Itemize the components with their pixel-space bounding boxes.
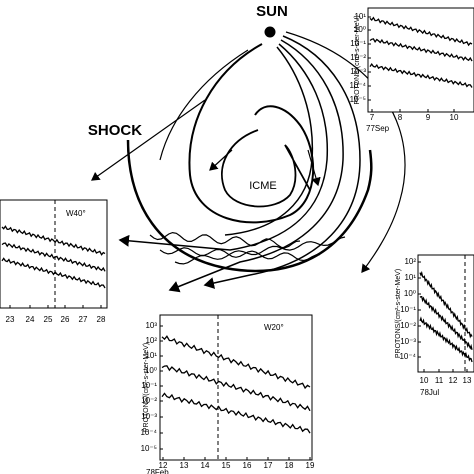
y-tick-label: 10¹ xyxy=(145,351,157,360)
x-tick-label: 24 xyxy=(26,315,35,324)
flux-curve xyxy=(419,316,473,363)
x-tick-label: 18 xyxy=(285,461,294,470)
y-tick-label: 10³ xyxy=(145,321,157,330)
x-tick-label: 16 xyxy=(243,461,252,470)
x-tick-label: 25 xyxy=(44,315,53,324)
y-tick-label: 10⁻² xyxy=(141,396,157,405)
y-tick-label: 10¹ xyxy=(354,12,366,21)
sun-label: SUN xyxy=(256,3,288,20)
icme-loop xyxy=(221,129,311,208)
y-tick-label: 10⁻¹ xyxy=(400,305,416,314)
y-tick-label: 10⁻⁴ xyxy=(349,81,366,90)
flux-curve xyxy=(161,335,311,390)
panel: 10² 10¹ 10⁰ 10⁻¹ 10⁻² 10⁻³ 10⁻⁴ 10 11 12 13 PROTONS… xyxy=(395,254,474,397)
flux-curve xyxy=(1,257,106,289)
x-tick-label: 12 xyxy=(449,376,458,385)
panel-frame xyxy=(159,314,313,461)
field-line xyxy=(168,39,344,293)
panel: 10³ 10² 10¹ 10⁰ 10⁻¹ 10⁻² 10⁻³ 10⁻⁴ 10⁻⁵12 13 14 15… xyxy=(140,314,315,474)
flux-curve xyxy=(419,295,473,350)
date-label: 78Feb xyxy=(146,468,169,474)
y-tick-label: 10⁻⁵ xyxy=(350,95,366,104)
turbulence xyxy=(149,231,346,265)
x-tick-label: 14 xyxy=(201,461,210,470)
x-tick-label: 23 xyxy=(6,315,15,324)
x-tick-label: 28 xyxy=(97,315,106,324)
flux-curve xyxy=(419,270,473,339)
y-tick-label: 10⁻⁵ xyxy=(141,444,157,453)
y-tick-label: 10⁻³ xyxy=(141,412,157,421)
date-label: 77Sep xyxy=(366,124,390,133)
flux-curve xyxy=(161,392,311,434)
x-tick-label: 12 xyxy=(159,461,168,470)
x-tick-label: 19 xyxy=(306,461,315,470)
shock-label: SHOCK xyxy=(88,122,142,139)
x-tick-label: 13 xyxy=(180,461,189,470)
y-tick-label: 10⁻¹ xyxy=(350,39,366,48)
panel-frame xyxy=(0,199,108,309)
flux-curve xyxy=(369,16,473,47)
icme-loop xyxy=(188,43,315,224)
y-axis-label: PROTONS/(cm²-s-ster-MeV) xyxy=(354,15,361,104)
y-tick-label: 10⁻¹ xyxy=(141,381,157,390)
x-tick-label: 11 xyxy=(435,376,444,385)
y-tick-label: 10⁰ xyxy=(145,366,157,375)
flux-curve xyxy=(369,62,473,88)
y-axis-label: PROTONS/(cm²-s-ster-MeV) xyxy=(143,343,150,432)
flux-curve xyxy=(161,365,311,412)
y-tick-label: 10² xyxy=(404,257,416,266)
x-tick-label: 27 xyxy=(79,315,88,324)
y-tick-label: 10¹ xyxy=(404,273,416,282)
flux-curve xyxy=(1,225,106,256)
y-axis-label: PROTONS/(cm²-s-ster-MeV) xyxy=(395,269,402,358)
field-line xyxy=(285,31,406,273)
y-tick-label: 10⁰ xyxy=(354,25,366,34)
y-tick-label: 10⁻³ xyxy=(400,337,416,346)
panel: 23 24 25 26 27 28 W40° xyxy=(0,199,108,324)
x-tick-label: 26 xyxy=(61,315,70,324)
diagram xyxy=(91,26,406,293)
panel-frame xyxy=(367,7,474,113)
sun-dot xyxy=(264,26,276,38)
y-tick-label: 10⁻³ xyxy=(350,67,366,76)
date-label: 78Jul xyxy=(420,388,439,397)
x-tick-label: 13 xyxy=(463,376,472,385)
x-tick-label: 9 xyxy=(426,113,431,122)
panel: 10¹ 10⁰ 10⁻¹ 10⁻² 10⁻³ 10⁻⁴ 10⁻⁵ 7 8 9 10 PROTONS/(… xyxy=(349,7,474,133)
y-tick-label: 10⁻² xyxy=(400,321,416,330)
x-tick-label: 10 xyxy=(450,113,459,122)
x-tick-label: 15 xyxy=(222,461,231,470)
arrow xyxy=(307,149,321,187)
x-tick-label: 8 xyxy=(398,113,403,122)
y-tick-label: 10⁻⁴ xyxy=(140,428,157,437)
x-tick-label: 10 xyxy=(420,376,429,385)
x-tick-label: 17 xyxy=(264,461,273,470)
field-line xyxy=(159,49,249,161)
longitude-label: W40° xyxy=(66,209,86,218)
shock-front xyxy=(126,139,373,273)
arrow xyxy=(209,149,233,171)
y-tick-label: 10⁻⁴ xyxy=(399,352,416,361)
flux-curve xyxy=(369,38,473,62)
y-tick-label: 10⁰ xyxy=(404,289,416,298)
y-tick-label: 10² xyxy=(145,336,157,345)
x-tick-label: 7 xyxy=(370,113,375,122)
arrow xyxy=(91,99,206,181)
flux-curve xyxy=(1,242,106,272)
y-tick-label: 10⁻² xyxy=(350,53,366,62)
field-line xyxy=(118,43,329,251)
longitude-label: W20° xyxy=(264,323,284,332)
icme-label: ICME xyxy=(249,180,277,192)
field-line xyxy=(203,35,361,289)
